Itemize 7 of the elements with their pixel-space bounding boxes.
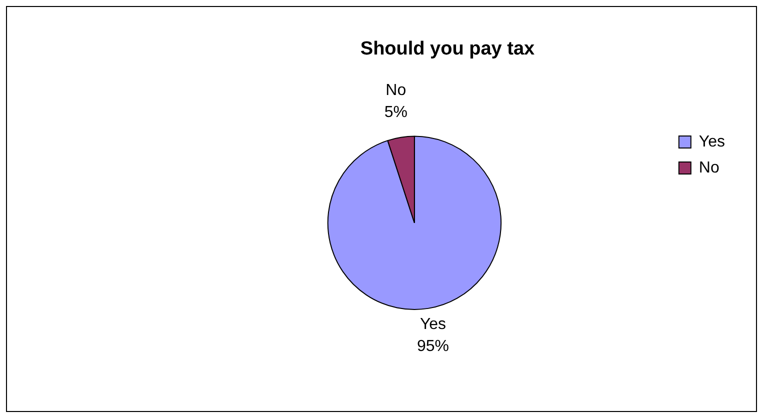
- legend-label: Yes: [698, 133, 726, 150]
- data-label: 5%: [384, 104, 408, 121]
- data-label: 95%: [416, 338, 450, 356]
- slice-label: No: [386, 82, 406, 99]
- legend-label: No: [698, 159, 720, 176]
- slice-label: Yes: [420, 316, 446, 334]
- chart-title: Should you pay tax: [360, 38, 536, 60]
